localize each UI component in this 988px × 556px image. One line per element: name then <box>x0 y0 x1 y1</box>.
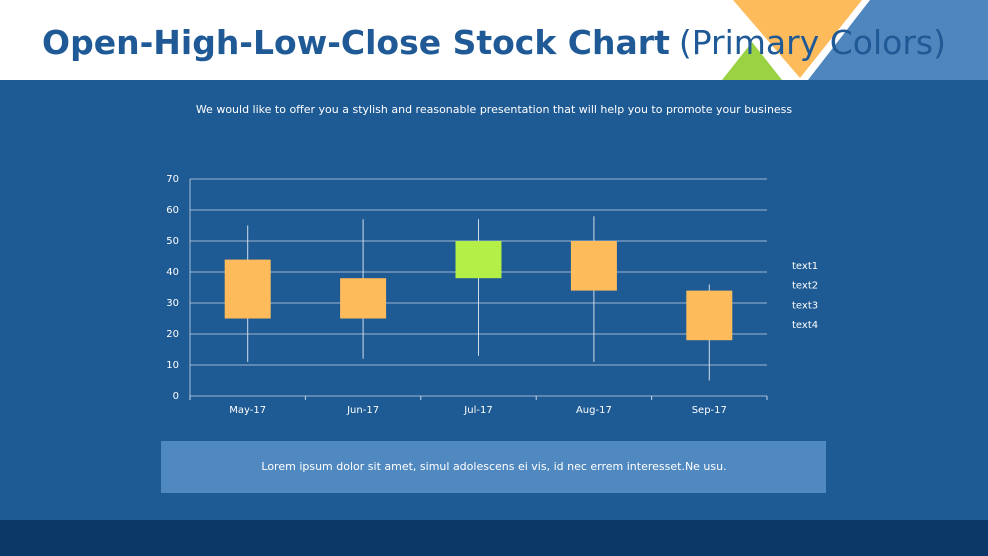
candle-body <box>570 241 617 291</box>
candle-body <box>686 290 733 341</box>
title-note: (Primary Colors) <box>679 23 946 62</box>
candle-body <box>340 278 387 319</box>
y-tick-label: 40 <box>166 267 179 278</box>
footer-band <box>0 520 988 556</box>
legend-label: text4 <box>792 320 818 331</box>
y-tick-label: 20 <box>166 329 179 340</box>
x-tick-label: Jun-17 <box>346 405 379 416</box>
title-main: Open-High-Low-Close Stock Chart <box>42 23 670 62</box>
y-tick-label: 70 <box>166 174 179 185</box>
x-tick-label: Sep-17 <box>692 405 727 416</box>
y-tick-label: 10 <box>166 360 179 371</box>
footer-box <box>161 441 826 493</box>
legend-label: text2 <box>792 281 818 292</box>
y-tick-label: 0 <box>173 391 179 402</box>
x-tick-label: Aug-17 <box>576 405 612 416</box>
x-tick-label: Jul-17 <box>463 405 492 416</box>
legend-label: text1 <box>792 261 818 272</box>
subtitle: We would like to offer you a stylish and… <box>196 103 793 116</box>
decor <box>733 0 862 78</box>
candle-body <box>455 241 502 279</box>
y-tick-label: 50 <box>166 236 179 247</box>
legend-label: text3 <box>792 300 818 311</box>
x-tick-label: May-17 <box>229 405 266 416</box>
chart-title: Open-High-Low-Close Stock Chart (Primary … <box>42 23 946 62</box>
decor <box>808 0 988 80</box>
y-tick-label: 30 <box>166 298 179 309</box>
decor <box>722 42 782 80</box>
y-tick-label: 60 <box>166 205 179 216</box>
footer-text: Lorem ipsum dolor sit amet, simul adoles… <box>261 460 726 473</box>
candle-body <box>224 259 271 319</box>
